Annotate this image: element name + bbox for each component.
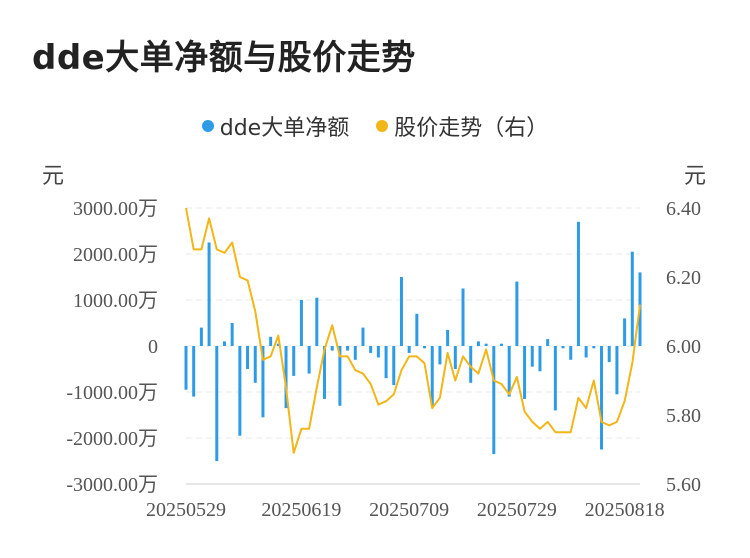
bar-dde <box>476 341 480 346</box>
bar-dde <box>222 341 226 346</box>
bar-dde <box>546 339 550 346</box>
bar-dde <box>538 346 542 372</box>
legend-label-price: 股价走势（右） <box>394 116 549 141</box>
bar-dde <box>315 297 319 346</box>
bar-dde <box>615 346 619 395</box>
bar-dde <box>184 346 188 390</box>
bar-dde <box>561 346 565 349</box>
bar-dde <box>276 343 280 346</box>
bar-dde <box>576 221 580 346</box>
x-tick-label: 20250709 <box>369 499 449 521</box>
bar-dde <box>623 318 627 346</box>
legend-dot-dde <box>201 120 214 132</box>
bar-dde <box>238 346 242 436</box>
bar-dde <box>499 343 503 346</box>
bar-dde <box>346 346 350 351</box>
bar-dde <box>323 346 327 399</box>
legend-label-dde: dde大单净额 <box>219 116 350 141</box>
bar-dde <box>353 346 357 360</box>
bar-dde <box>399 277 403 346</box>
y-left-tick-label: 1000.00万 <box>73 290 158 312</box>
bar-dde <box>407 346 411 353</box>
bar-dde <box>199 327 203 346</box>
y-left-tick-label: 2000.00万 <box>73 244 158 266</box>
bar-dde <box>269 336 273 346</box>
bar-dde <box>530 346 534 367</box>
bar-dde <box>215 346 219 461</box>
bar-dde <box>523 346 527 399</box>
bar-dde <box>392 346 396 386</box>
legend: dde大单净额 股价走势（右） <box>0 110 750 142</box>
y-left-tick-label: -2000.00万 <box>66 428 158 450</box>
bar-dde <box>607 346 611 363</box>
bar-dde <box>492 346 496 455</box>
x-tick-label: 20250818 <box>585 499 665 521</box>
bar-dde <box>600 346 604 450</box>
y-left-tick-label: 0 <box>148 336 158 358</box>
bar-dde <box>207 242 211 346</box>
bar-dde <box>369 346 373 353</box>
x-tick-label: 20250529 <box>146 499 226 521</box>
bar-dde <box>438 346 442 365</box>
legend-dot-price <box>376 120 389 132</box>
bar-dde <box>446 329 450 346</box>
bar-dde <box>453 346 457 369</box>
bar-dde <box>423 346 427 349</box>
y-right-tick-label: 6.20 <box>666 267 701 289</box>
y-left-tick-label: 3000.00万 <box>73 198 158 220</box>
bar-dde <box>253 346 257 383</box>
y-right-tick-label: 6.00 <box>666 336 701 358</box>
bar-dde <box>338 346 342 406</box>
bar-dde <box>307 346 311 374</box>
chart-title: dde大单净额与股价走势 <box>32 38 416 78</box>
y-left-tick-label: -1000.00万 <box>66 382 158 404</box>
y-right-tick-label: 5.60 <box>666 474 701 496</box>
bar-dde <box>299 300 303 346</box>
bar-dde <box>430 346 434 406</box>
bar-dde <box>553 346 557 411</box>
bar-dde <box>461 288 465 346</box>
bar-dde <box>230 323 234 346</box>
bar-dde <box>507 346 511 397</box>
bar-dde <box>330 346 334 351</box>
x-tick-label: 20250619 <box>261 499 341 521</box>
bar-dde <box>376 346 380 358</box>
bar-dde <box>592 346 596 349</box>
right-axis-unit: 元 <box>684 164 707 189</box>
left-axis-unit: 元 <box>42 164 65 189</box>
y-left-tick-label: -3000.00万 <box>66 474 158 496</box>
bar-dde <box>284 346 288 409</box>
bar-dde <box>630 251 634 346</box>
price-line <box>185 207 641 454</box>
bar-dde <box>515 281 519 346</box>
bar-dde <box>384 346 388 379</box>
bar-dde <box>292 346 296 376</box>
legend-item-price[interactable]: 股价走势（右） <box>376 110 548 142</box>
legend-item-dde[interactable]: dde大单净额 <box>201 110 350 142</box>
bar-dde <box>192 346 196 397</box>
bar-dde <box>361 327 365 346</box>
bar-dde <box>469 346 473 383</box>
bar-dde <box>415 313 419 346</box>
bar-dde <box>484 343 488 346</box>
bar-dde <box>246 346 250 369</box>
bar-dde <box>569 346 573 360</box>
bar-dde <box>584 346 588 358</box>
bar-dde <box>261 346 265 418</box>
x-tick-label: 20250729 <box>477 499 557 521</box>
y-right-tick-label: 5.80 <box>666 405 701 427</box>
y-right-tick-label: 6.40 <box>666 198 701 220</box>
